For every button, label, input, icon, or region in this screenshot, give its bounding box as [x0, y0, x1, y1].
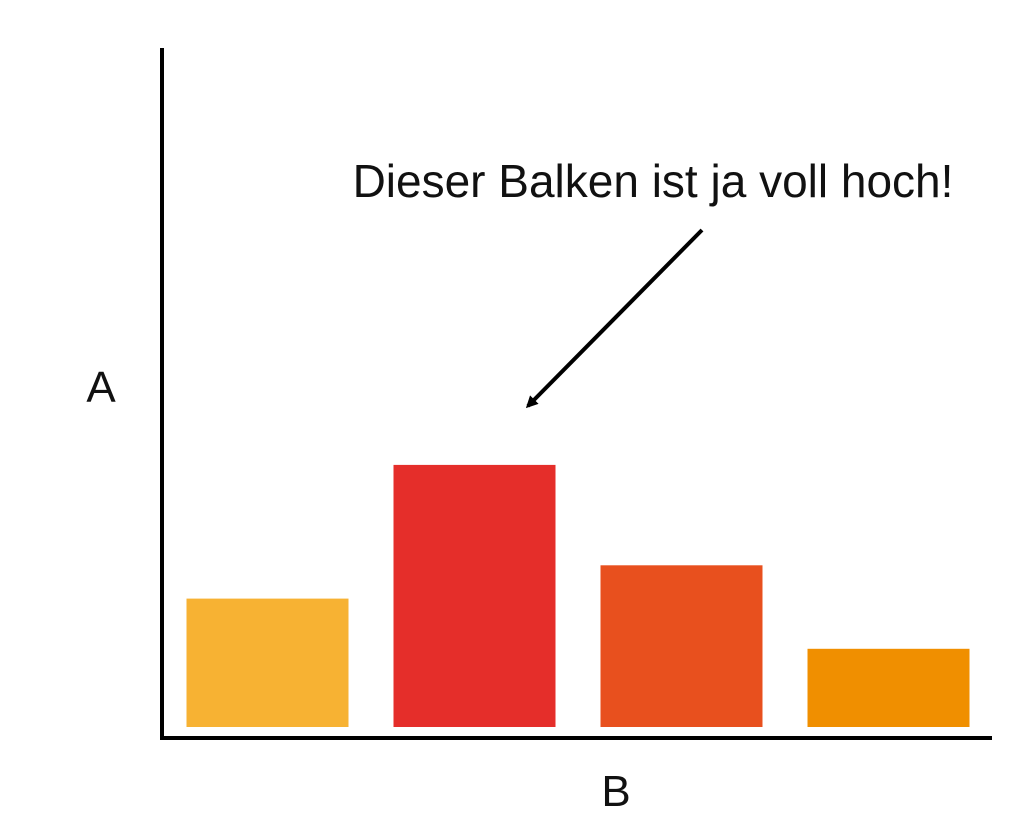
annotation-text: Dieser Balken ist ja voll hoch!	[353, 155, 954, 207]
bar-3	[600, 565, 763, 727]
annotation-arrow	[525, 228, 704, 409]
bar-1	[186, 598, 349, 727]
y-axis-label: A	[86, 363, 116, 412]
x-axis-label: B	[601, 767, 630, 816]
bar-2	[393, 464, 556, 727]
bar-4	[807, 648, 970, 727]
bars-group	[186, 464, 970, 727]
